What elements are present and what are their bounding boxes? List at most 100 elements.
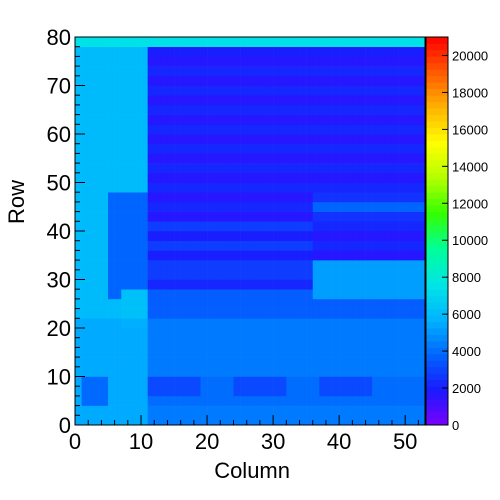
heatmap-cell [75, 308, 82, 319]
heatmap-cell [246, 298, 254, 309]
heatmap-cell [233, 298, 241, 309]
heatmap-cell [220, 386, 228, 397]
heatmap-cell [187, 153, 195, 164]
heatmap-cell [266, 395, 274, 406]
heatmap-cell [226, 260, 234, 271]
heatmap-cell [154, 415, 162, 426]
color-scale-segment [426, 321, 448, 329]
heatmap-cell [81, 347, 89, 358]
heatmap-cell [418, 308, 426, 319]
heatmap-cell [154, 395, 162, 406]
heatmap-cell [193, 75, 201, 86]
heatmap-cell [141, 182, 148, 193]
heatmap-cell [273, 124, 281, 135]
heatmap-cell [372, 201, 380, 212]
heatmap-cell [372, 347, 380, 358]
heatmap-cell [352, 221, 360, 232]
heatmap-cell [88, 75, 96, 86]
heatmap-cell [391, 376, 399, 387]
heatmap-cell [213, 415, 221, 426]
heatmap-cell [233, 182, 241, 193]
color-tick-label: 18000 [452, 85, 488, 100]
heatmap-cell [160, 386, 168, 397]
heatmap-cell [213, 143, 221, 154]
heatmap-cell [141, 328, 148, 338]
heatmap-cell [352, 143, 360, 154]
heatmap-cell [167, 357, 175, 368]
heatmap-cell [134, 366, 142, 377]
heatmap-cell [358, 201, 366, 212]
heatmap-cell [266, 386, 274, 397]
color-scale-segment [426, 366, 448, 374]
heatmap-cell [167, 376, 175, 387]
heatmap-cell [187, 66, 195, 77]
heatmap-cell [127, 163, 135, 174]
heatmap-cell [273, 221, 281, 232]
heatmap-cell [193, 172, 201, 183]
heatmap-cell [187, 308, 195, 319]
heatmap-cell [213, 104, 221, 115]
heatmap-cell [114, 298, 122, 309]
heatmap-cell [134, 85, 142, 96]
heatmap-cell [372, 124, 380, 135]
heatmap-cell [299, 66, 307, 77]
heatmap-cell [259, 269, 267, 280]
heatmap-cell [160, 143, 168, 154]
heatmap-cell [127, 192, 135, 203]
heatmap-cell [94, 221, 102, 232]
heatmap-cell [147, 415, 155, 426]
heatmap-cell [246, 269, 254, 280]
heatmap-cell [358, 289, 366, 300]
heatmap-cell [246, 163, 254, 174]
heatmap-cell [372, 366, 380, 377]
heatmap-cell [332, 172, 340, 183]
heatmap-cell [319, 192, 327, 203]
heatmap-cell [299, 95, 307, 106]
heatmap-cell [292, 308, 300, 319]
heatmap-cell [160, 337, 168, 348]
heatmap-cell [411, 328, 419, 338]
heatmap-cell [108, 289, 115, 300]
heatmap-cell [220, 75, 228, 86]
heatmap-cell [292, 279, 300, 290]
heatmap-cell [108, 46, 115, 57]
heatmap-cell [226, 415, 234, 426]
heatmap-cell [233, 163, 241, 174]
color-scale-segment [426, 121, 448, 128]
heatmap-cell [154, 386, 162, 397]
heatmap-cell [81, 357, 89, 368]
heatmap-cell [312, 66, 320, 77]
heatmap-cell [101, 143, 109, 154]
heatmap-cell [378, 357, 386, 368]
heatmap-cell [200, 134, 208, 144]
heatmap-cell [101, 114, 109, 125]
heatmap-cell [154, 85, 162, 96]
heatmap-cell [365, 328, 373, 338]
heatmap-cell [411, 366, 419, 377]
heatmap-cell [220, 134, 228, 144]
heatmap-cell [345, 163, 353, 174]
heatmap-cell [101, 46, 109, 57]
color-scale-segment [426, 146, 448, 154]
heatmap-cell [372, 114, 380, 125]
heatmap-cell [233, 386, 241, 397]
heatmap-cell [253, 153, 261, 164]
heatmap-cell [75, 250, 82, 261]
heatmap-cell [187, 95, 195, 106]
heatmap-cell [207, 386, 214, 397]
heatmap-cell [319, 318, 327, 329]
heatmap-cell [226, 386, 234, 397]
heatmap-cell [325, 269, 333, 280]
heatmap-cell [88, 395, 96, 406]
heatmap-cell [114, 279, 122, 290]
heatmap-cell [226, 124, 234, 135]
heatmap-cell [94, 395, 102, 406]
heatmap-cell [358, 75, 366, 86]
heatmap-cell [411, 260, 419, 271]
color-scale-segment [426, 243, 448, 251]
heatmap-cell [154, 114, 162, 125]
heatmap-cell [332, 114, 340, 125]
heatmap-cell [292, 260, 300, 271]
heatmap-cell [134, 240, 142, 251]
heatmap-cell [154, 260, 162, 271]
